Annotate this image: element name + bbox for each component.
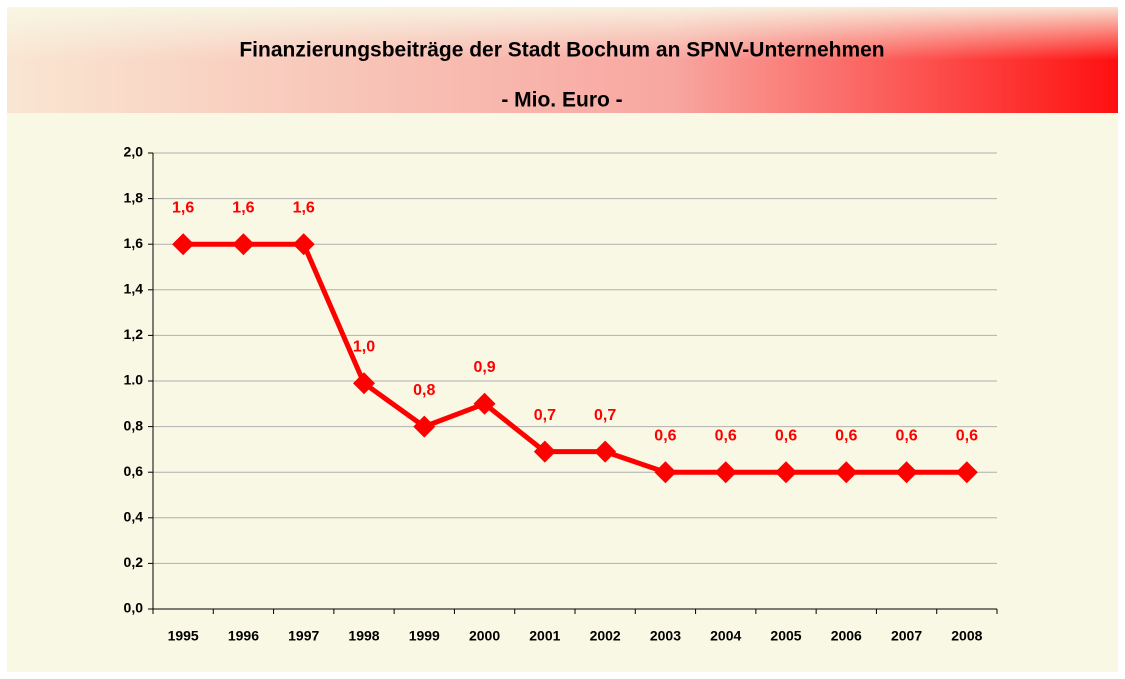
background <box>7 7 1118 672</box>
x-tick-label: 2001 <box>529 628 560 644</box>
data-label: 0,6 <box>895 427 917 444</box>
x-tick-label: 1995 <box>168 628 199 644</box>
data-label: 1,6 <box>172 199 194 216</box>
data-label: 0,7 <box>534 407 556 424</box>
y-tick-label: 1,6 <box>124 235 144 251</box>
marker <box>835 461 858 484</box>
marker <box>533 440 556 463</box>
y-tick-label: 0,2 <box>124 554 144 570</box>
x-tick-label: 2003 <box>650 628 681 644</box>
x-tick-label: 1998 <box>348 628 379 644</box>
marker <box>594 440 617 463</box>
y-tick-label: 1,8 <box>124 189 144 205</box>
data-label: 1,0 <box>353 338 375 355</box>
data-label: 0,6 <box>775 427 797 444</box>
x-tick-label: 1996 <box>228 628 259 644</box>
y-tick-label: 0,4 <box>124 509 144 525</box>
data-label: 1,6 <box>293 199 315 216</box>
x-tick-label: 2006 <box>831 628 862 644</box>
y-tick-label: 1,4 <box>124 281 144 297</box>
y-tick-label: 1.0 <box>124 372 144 388</box>
x-tick-label: 2000 <box>469 628 500 644</box>
marker <box>413 415 436 438</box>
marker <box>714 461 737 484</box>
data-label: 0,7 <box>594 407 616 424</box>
y-tick-label: 0,0 <box>124 600 144 616</box>
data-label: 1,6 <box>232 199 254 216</box>
y-tick-label: 0,6 <box>124 463 144 479</box>
data-label: 0,6 <box>956 427 978 444</box>
x-tick-label: 2008 <box>951 628 982 644</box>
data-label: 0,9 <box>473 359 495 376</box>
y-tick-label: 1,2 <box>124 326 144 342</box>
title-banner-shade <box>7 7 1118 113</box>
marker <box>172 233 195 256</box>
marker <box>232 233 255 256</box>
marker <box>654 461 677 484</box>
marker <box>353 372 375 395</box>
x-tick-label: 2002 <box>590 628 621 644</box>
data-label: 0,6 <box>715 427 737 444</box>
chart-title: Finanzierungsbeiträge der Stadt Bochum a… <box>239 39 884 62</box>
x-tick-label: 2007 <box>891 628 922 644</box>
x-tick-label: 2005 <box>770 628 801 644</box>
data-label: 0,6 <box>654 427 676 444</box>
x-tick-label: 1999 <box>409 628 440 644</box>
marker <box>292 233 315 256</box>
marker <box>955 461 978 484</box>
data-label: 0,8 <box>413 382 435 399</box>
y-tick-label: 0,8 <box>124 417 144 433</box>
x-tick-label: 1997 <box>288 628 319 644</box>
y-tick-label: 2,0 <box>124 144 144 160</box>
x-tick-label: 2004 <box>710 628 741 644</box>
data-label: 0,6 <box>835 427 857 444</box>
marker <box>775 461 797 484</box>
marker <box>895 461 918 484</box>
chart-subtitle: - Mio. Euro - <box>501 89 622 112</box>
marker <box>473 392 496 415</box>
